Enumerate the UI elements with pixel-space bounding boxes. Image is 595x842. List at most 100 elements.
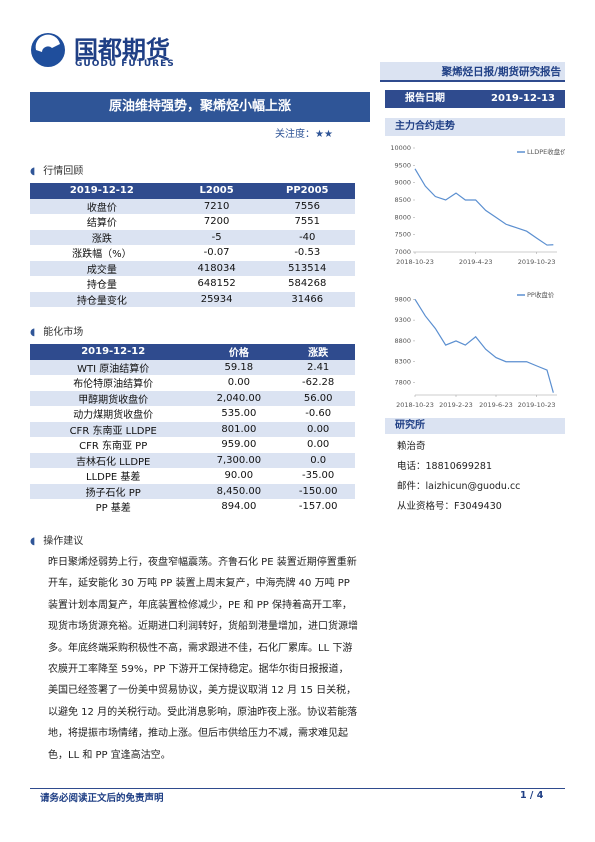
date-label: 报告日期 [405, 93, 445, 104]
cell: 418034 [173, 260, 260, 276]
x-tick-label: 2019-4-23 [459, 258, 493, 266]
cell: -62.28 [302, 377, 335, 389]
table-row: 持仓量 648152 584268 [30, 276, 355, 292]
y-tick-label: 7500 [394, 231, 411, 239]
section: ◖ 能化市场 2019-12-12 价格 涨跌 WTI 原油结算价 59.18 2.41 布伦特… [30, 323, 355, 515]
y-tick-label: 8500 [394, 196, 411, 204]
section-heading: ◖ 能化市场 [30, 323, 355, 338]
page-number: 1 / 4 [520, 790, 544, 801]
cell: 25934 [173, 291, 260, 307]
table-row: 涨跌 -5 -40 [30, 229, 355, 245]
cell: 584268 [288, 278, 327, 290]
cell: 涨跌幅（%） [72, 249, 132, 261]
x-tick-label: 2019-10-23 [518, 401, 556, 409]
footer-rule [30, 788, 565, 789]
table-row: 涨跌幅（%） -0.07 -0.53 [30, 245, 355, 261]
cell: PP 基差 [95, 503, 131, 515]
cell: 8,450.00 [196, 483, 282, 499]
line [414, 299, 554, 393]
y-tick-label: 9800 [394, 295, 411, 303]
title: 原油维持强势，聚烯烃小幅上涨 [30, 92, 370, 122]
table: 2019-12-12 L2005 PP2005 收盘价 7210 7556 结算价 7200 7… [30, 183, 355, 307]
header-cell: L2005 [173, 183, 260, 199]
chart-heading: 主力合约走势 [385, 118, 565, 136]
cell: -40 [259, 229, 355, 245]
cell: CFR 东南亚 LLDPE [30, 421, 197, 437]
cell: -157.00 [298, 501, 338, 513]
y-tick-label: 8000 [394, 213, 411, 221]
y-tick-label: 7800 [394, 379, 411, 387]
cell: -0.07 [203, 247, 230, 259]
email: 邮件：laizhicun@guodu.cc [397, 478, 520, 492]
label: 从业资格号： [397, 501, 455, 512]
chart: 7000 7500 8000 8500 9000 9500 10000 2018-10-23 2… [390, 144, 565, 266]
cell: 7,300.00 [196, 452, 282, 468]
chart: 7800 8300 8800 9300 9800 2018-10-23 2019-2-23 2… [394, 290, 557, 409]
paragraph: 昨日聚烯烃弱势上行，夜盘窄幅震荡。齐鲁石化 PE 装置近期停置重新开车，延安能化… [48, 557, 358, 761]
cell: 894.00 [221, 501, 257, 513]
table: 2019-12-12 价格 涨跌 WTI 原油结算价 59.18 2.41 布伦特原油结算价… [30, 344, 355, 515]
cell: 0.00 [307, 439, 330, 451]
cell: 59.18 [196, 359, 282, 375]
table-row: 动力煤期货收盘价 535.00 -0.60 [30, 406, 355, 422]
y-tick-label: 8800 [394, 337, 411, 345]
table-row: CFR 东南亚 LLDPE 801.00 0.00 [30, 421, 355, 437]
cell: 收盘价 [30, 198, 174, 214]
cell: -35.00 [302, 470, 335, 482]
section-heading: ◖ 行情回顾 [30, 162, 355, 177]
license: 从业资格号：F3049430 [397, 498, 502, 512]
label: 邮件： [397, 481, 426, 492]
cell: 56.00 [281, 390, 355, 406]
label: 电话： [397, 461, 426, 472]
attention: 关注度：★★ [275, 125, 333, 140]
value: laizhicun@guodu.cc [425, 481, 521, 492]
cell: -5 [173, 229, 260, 245]
table-row: LLDPE 基差 90.00 -35.00 [30, 468, 355, 484]
cell: 801.00 [196, 421, 282, 437]
cell: 布伦特原油结算价 [73, 379, 154, 391]
value: 18810699281 [425, 461, 493, 472]
cell: -0.60 [305, 408, 332, 420]
y-tick-label: 10000 [390, 144, 411, 152]
table-row: 持仓量变化 25934 31466 [30, 291, 355, 307]
cell: 持仓量 [86, 280, 117, 292]
cell: 7551 [294, 216, 320, 228]
cell: 959.00 [221, 439, 257, 451]
cell: 90.00 [224, 470, 254, 482]
icon: ◖ [30, 327, 36, 338]
cell: 513514 [259, 260, 355, 276]
date: 2019-12-13 [491, 93, 555, 104]
cell: 31466 [259, 291, 355, 307]
table-header: 2019-12-12 L2005 PP2005 [30, 183, 355, 199]
header-cell: 2019-12-12 [30, 183, 174, 199]
heading-text: 行情回顾 [43, 166, 84, 177]
y-tick-label: 8300 [394, 358, 411, 366]
heading-text: 能化市场 [43, 327, 84, 338]
cell: 535.00 [221, 408, 257, 420]
y-tick-label: 9500 [394, 161, 411, 169]
table-row: PP 基差 894.00 -157.00 [30, 499, 355, 515]
cell: 2,040.00 [196, 390, 282, 406]
cell: 扬子石化 PP [30, 483, 197, 499]
cell: 7210 [173, 198, 260, 214]
header-cell: 2019-12-12 [30, 344, 197, 360]
cell: 7556 [259, 198, 355, 214]
icon: ◖ [30, 166, 36, 177]
legend-label: LLDPE收盘价 [527, 147, 565, 156]
disclaimer: 请务必阅读正文后的免责声明 [40, 793, 164, 804]
cell: 7200 [203, 216, 230, 228]
cell: 持仓量变化 [30, 291, 174, 307]
x-tick-label: 2019-2-23 [439, 401, 473, 409]
table-row: 吉林石化 LLDPE 7,300.00 0.0 [30, 452, 355, 468]
attention-label: 关注度： [275, 129, 315, 140]
cell: -0.53 [294, 247, 321, 259]
legend-label: PP收盘价 [527, 290, 555, 299]
x-tick-label: 2018-10-23 [396, 258, 434, 266]
cell: 0.00 [227, 377, 250, 389]
header-cell: PP2005 [259, 183, 355, 199]
cell: 结算价 [86, 218, 117, 230]
cell: 0.00 [281, 421, 355, 437]
report-type: 聚烯烃日报/期货研究报告 [380, 62, 565, 82]
table-row: 成交量 418034 513514 [30, 260, 355, 276]
